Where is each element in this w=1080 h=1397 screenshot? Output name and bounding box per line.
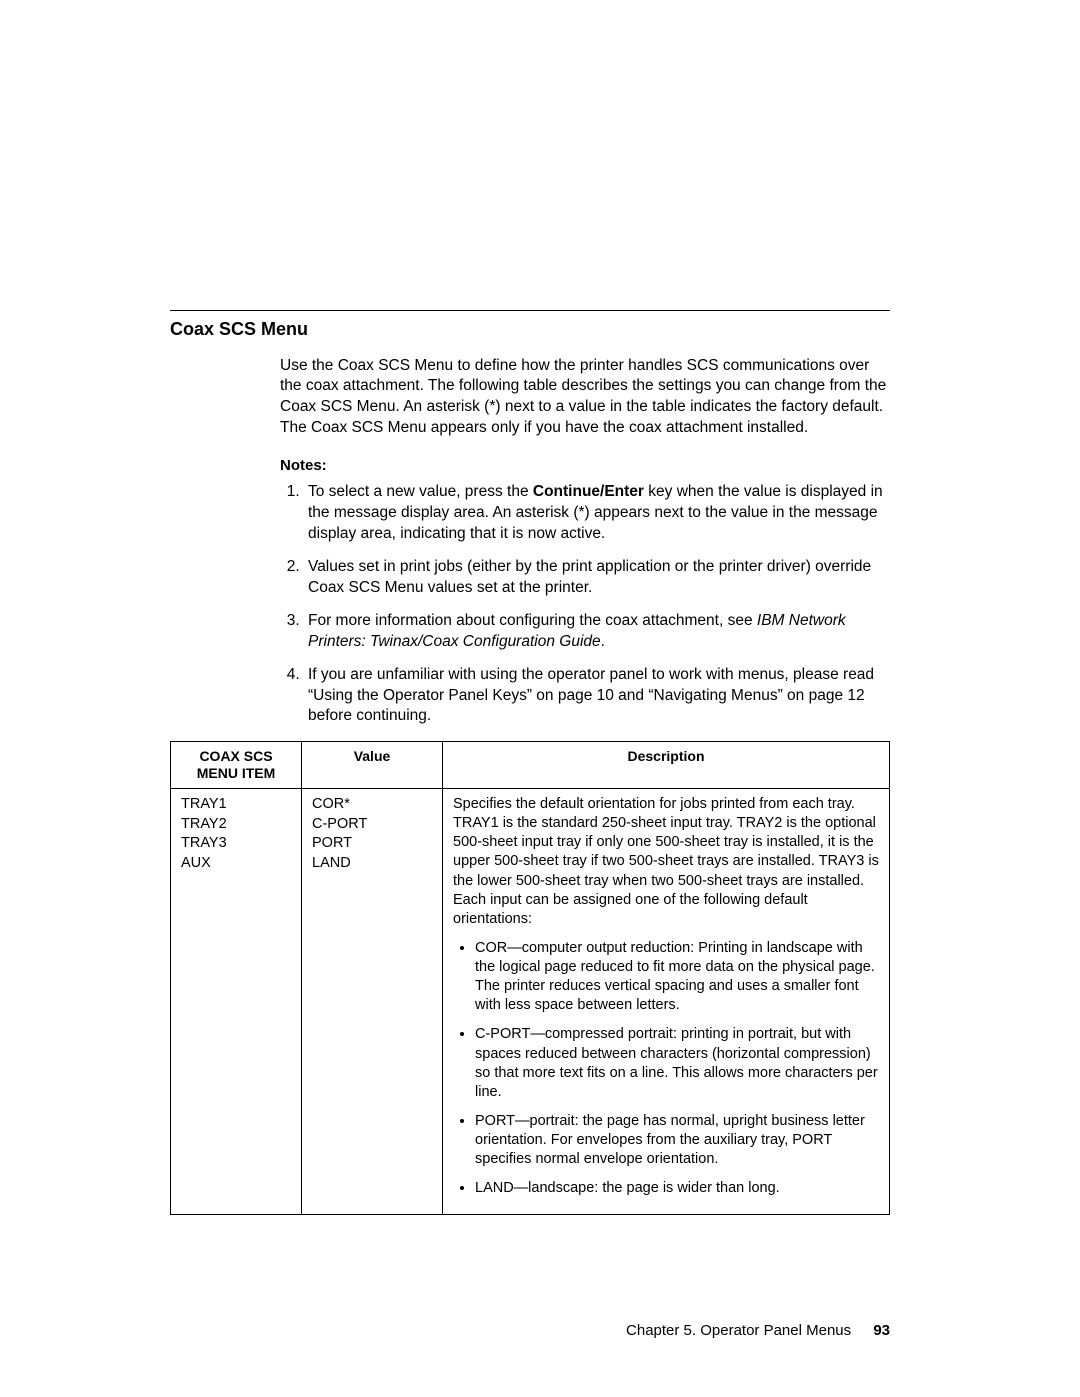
- document-page: Coax SCS Menu Use the Coax SCS Menu to d…: [0, 0, 1080, 1275]
- value-line: TRAY2: [181, 815, 291, 835]
- cell-value: COR* C-PORT PORT LAND: [302, 789, 443, 1215]
- note-text: To select a new value, press the: [308, 483, 533, 500]
- list-item: PORT—portrait: the page has normal, upri…: [475, 1112, 879, 1169]
- note-text: For more information about configuring t…: [308, 612, 757, 629]
- page-footer: Chapter 5. Operator Panel Menus 93: [626, 1322, 890, 1339]
- notes-label: Notes:: [280, 457, 890, 474]
- note-bold: Continue/Enter: [533, 483, 644, 500]
- th-menu-item: COAX SCS MENU ITEM: [171, 742, 302, 789]
- section-title: Coax SCS Menu: [170, 319, 890, 340]
- th-line: COAX SCS: [199, 748, 272, 764]
- section-rule: [170, 310, 890, 311]
- note-item: Values set in print jobs (either by the …: [304, 557, 890, 599]
- value-line: COR*: [312, 795, 432, 815]
- value-line: AUX: [181, 854, 291, 874]
- note-item: If you are unfamiliar with using the ope…: [304, 665, 890, 728]
- th-value: Value: [302, 742, 443, 789]
- note-item: To select a new value, press the Continu…: [304, 482, 890, 545]
- list-item: COR—computer output reduction: Printing …: [475, 939, 879, 1016]
- cell-description: Specifies the default orientation for jo…: [443, 789, 890, 1215]
- list-item: C-PORT—compressed portrait: printing in …: [475, 1025, 879, 1102]
- th-line: MENU ITEM: [197, 765, 276, 781]
- value-line: PORT: [312, 834, 432, 854]
- table-header-row: COAX SCS MENU ITEM Value Description: [171, 742, 890, 789]
- notes-list: To select a new value, press the Continu…: [280, 482, 890, 727]
- description-list: COR—computer output reduction: Printing …: [453, 939, 879, 1199]
- list-item: LAND—landscape: the page is wider than l…: [475, 1179, 879, 1198]
- note-item: For more information about configuring t…: [304, 611, 890, 653]
- cell-menu-item: TRAY1 TRAY2 TRAY3 AUX: [171, 789, 302, 1215]
- value-line: TRAY1: [181, 795, 291, 815]
- value-line: C-PORT: [312, 815, 432, 835]
- coax-scs-table: COAX SCS MENU ITEM Value Description TRA…: [170, 741, 890, 1215]
- section-intro: Use the Coax SCS Menu to define how the …: [280, 356, 890, 440]
- footer-page-number: 93: [873, 1322, 890, 1339]
- value-line: LAND: [312, 854, 432, 874]
- th-description: Description: [443, 742, 890, 789]
- table-row: TRAY1 TRAY2 TRAY3 AUX COR* C-PORT PORT L…: [171, 789, 890, 1215]
- footer-chapter: Chapter 5. Operator Panel Menus: [626, 1322, 851, 1339]
- value-line: TRAY3: [181, 834, 291, 854]
- note-text: .: [601, 633, 605, 650]
- description-paragraph: Specifies the default orientation for jo…: [453, 795, 879, 929]
